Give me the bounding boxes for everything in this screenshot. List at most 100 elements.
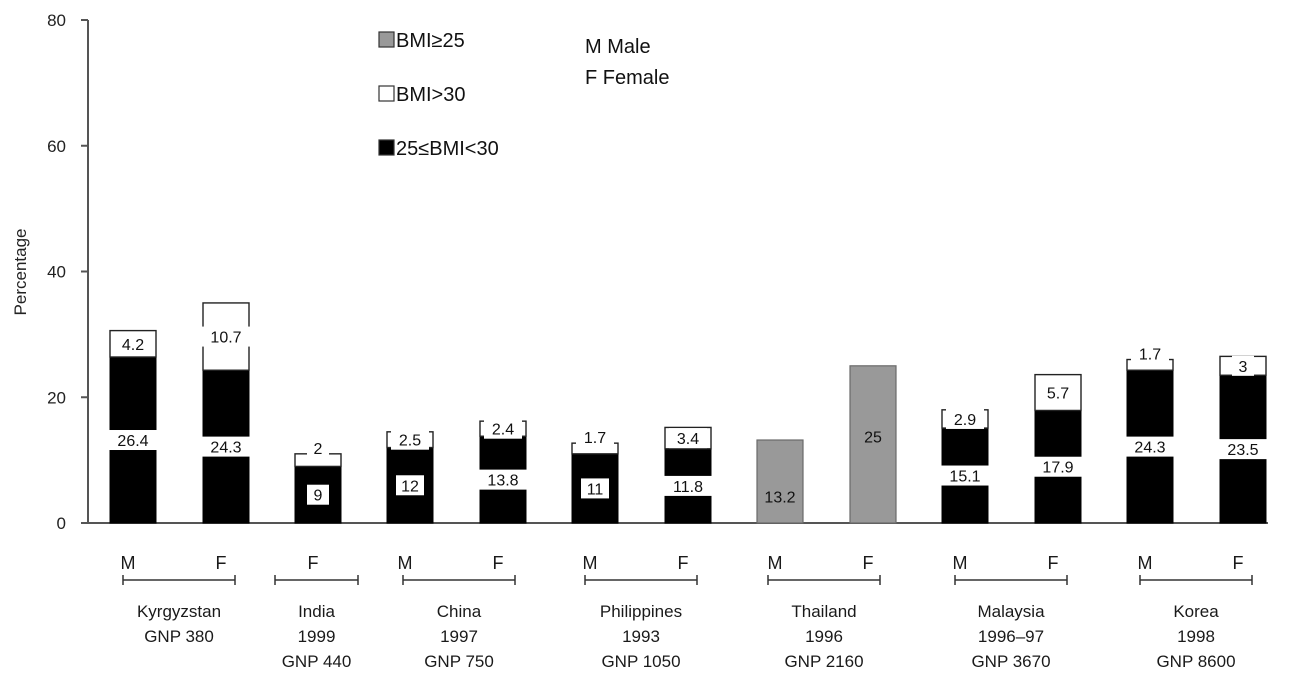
sex-label: F xyxy=(308,553,319,573)
sex-label: F xyxy=(493,553,504,573)
data-label-text: 2.4 xyxy=(492,422,514,439)
data-label-box xyxy=(202,326,250,347)
data-label-text: 17.9 xyxy=(1042,460,1073,477)
data-label-text: 24.3 xyxy=(210,440,241,457)
data-label-text: 26.4 xyxy=(117,433,148,450)
data-label-text: 25 xyxy=(864,430,882,447)
data-label: 9 xyxy=(307,484,329,505)
bars: 26.4 4.2 24.3 10.7 9 2 12 2.5 13.8 2.4 11 1.7 11.8 3.… xyxy=(109,302,1267,524)
data-label-box xyxy=(479,469,527,490)
data-label-box xyxy=(941,465,989,486)
legend-label: BMI≥25 xyxy=(396,30,465,52)
data-label-text: 3 xyxy=(1239,359,1248,376)
data-label-box xyxy=(1232,355,1254,376)
group-label: Korea xyxy=(1173,602,1219,621)
data-label: 11 xyxy=(581,478,609,499)
group-label: Thailand xyxy=(791,602,856,621)
data-label: 15.1 xyxy=(941,465,989,486)
group-label: 1996 xyxy=(805,627,843,646)
data-label-box xyxy=(391,429,429,450)
group-label: India xyxy=(298,602,335,621)
group-labels: M F Kyrgyzstan GNP 380 F India 1999 GNP 440 M F Ch… xyxy=(121,553,1253,671)
data-label-text: 2 xyxy=(314,441,323,458)
legend-label: 25≤BMI<30 xyxy=(396,138,499,160)
data-label-box xyxy=(396,475,424,496)
y-tick-label: 0 xyxy=(57,514,66,533)
data-label: 1.7 xyxy=(1131,343,1169,364)
data-label: 5.7 xyxy=(1039,382,1077,403)
data-label-text: 2.5 xyxy=(399,433,421,450)
legend-item: BMI≥25 xyxy=(378,30,465,52)
note-line: M Male xyxy=(585,36,651,58)
sex-label: F xyxy=(1233,553,1244,573)
data-label-box xyxy=(484,418,522,439)
data-label-text: 1.7 xyxy=(1139,347,1161,364)
data-label-text: 12 xyxy=(401,478,419,495)
bar-bmi-ge-25 xyxy=(849,365,897,524)
data-label-text: 24.3 xyxy=(1134,440,1165,457)
legend-swatch xyxy=(378,85,395,102)
sex-label: M xyxy=(583,553,598,573)
data-label: 12 xyxy=(396,475,424,496)
legend: BMI≥25 BMI>30 25≤BMI<30 xyxy=(378,30,499,160)
sex-label: M xyxy=(398,553,413,573)
sex-label: F xyxy=(1048,553,1059,573)
y-axis-title: Percentage xyxy=(11,229,30,316)
data-label: 2.9 xyxy=(946,408,984,429)
group-label: 1997 xyxy=(440,627,478,646)
data-label-box xyxy=(669,428,707,449)
data-label-box xyxy=(109,430,157,451)
group-label: Malaysia xyxy=(977,602,1045,621)
data-label-box xyxy=(581,478,609,499)
data-label: 1.7 xyxy=(576,427,614,448)
group-label: GNP 8600 xyxy=(1156,652,1235,671)
data-label-box xyxy=(664,475,712,496)
data-label-text: 10.7 xyxy=(210,330,241,347)
data-label: 2.4 xyxy=(484,418,522,439)
data-label-text: 2.9 xyxy=(954,412,976,429)
data-label-box xyxy=(946,408,984,429)
data-label-box xyxy=(307,484,329,505)
legend-swatch xyxy=(378,31,395,48)
group-label: 1993 xyxy=(622,627,660,646)
data-label: 3.4 xyxy=(669,428,707,449)
data-label-text: 11 xyxy=(587,481,604,498)
bar-bmi-ge-25 xyxy=(756,439,804,524)
legend-swatch xyxy=(378,139,395,156)
group-label: 1998 xyxy=(1177,627,1215,646)
sex-note: M Male F Female xyxy=(585,36,669,89)
data-label-text: 23.5 xyxy=(1227,442,1258,459)
data-label: 11.8 xyxy=(664,475,712,496)
data-label-box xyxy=(1131,343,1169,364)
data-label-text: 13.2 xyxy=(764,489,795,506)
data-label-text: 9 xyxy=(314,488,323,505)
data-label-text: 3.4 xyxy=(677,431,699,448)
data-label: 24.3 xyxy=(202,436,250,457)
group-label: GNP 380 xyxy=(144,627,214,646)
data-label-box xyxy=(1126,436,1174,457)
data-label-text: 1.7 xyxy=(584,430,606,447)
legend-label: BMI>30 xyxy=(396,84,465,106)
legend-item: BMI>30 xyxy=(378,84,465,106)
sex-label: M xyxy=(953,553,968,573)
sex-label: M xyxy=(121,553,136,573)
group-label: Kyrgyzstan xyxy=(137,602,221,621)
group-label: 1999 xyxy=(298,627,336,646)
sex-label: M xyxy=(1138,553,1153,573)
group-label: GNP 3670 xyxy=(971,652,1050,671)
data-label: 26.4 xyxy=(109,430,157,451)
data-label-text: 4.2 xyxy=(122,337,144,354)
data-label-box xyxy=(1219,439,1267,460)
group-label: GNP 750 xyxy=(424,652,494,671)
data-label-text: 13.8 xyxy=(487,473,518,490)
data-label: 13.8 xyxy=(479,469,527,490)
data-label: 23.5 xyxy=(1219,439,1267,460)
y-tick-label: 60 xyxy=(47,137,66,156)
data-label: 3 xyxy=(1232,355,1254,376)
group-label: Philippines xyxy=(600,602,682,621)
data-label: 17.9 xyxy=(1034,456,1082,477)
note-line: F Female xyxy=(585,67,669,89)
y-tick-label: 20 xyxy=(47,388,66,407)
sex-label: F xyxy=(216,553,227,573)
data-label-box xyxy=(307,437,329,458)
